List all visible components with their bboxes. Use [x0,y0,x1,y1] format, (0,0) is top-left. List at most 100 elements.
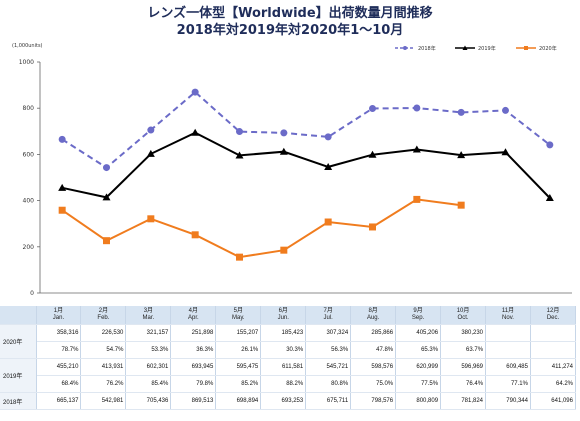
row-year-label: 2019年 [0,358,37,393]
y-tick-label: 1000 [19,59,34,66]
month-en: Aug. [366,315,380,321]
chart-subtitle: 2018年対2019年対2020年1～10月 [176,23,404,38]
value-cell: 358,316 [36,324,82,342]
month-header: 5月 May. [215,306,262,325]
legend-label: 2018年 [418,45,436,52]
percent-cell: 79.8% [170,375,217,393]
value-cell: 545,721 [305,358,352,376]
data-point [103,164,110,172]
row-year-label: 2018年 [0,392,37,410]
month-header: 8月 Aug. [350,306,397,325]
value-cell: 285,866 [350,324,397,342]
percent-cell: 80.8% [305,375,352,393]
month-header: 12月 Dec. [530,306,577,325]
chart-title: レンズ一体型【Worldwide】出荷数量月間推移 [147,6,433,21]
month-en: Feb. [97,315,110,321]
month-en: Jul. [323,315,333,321]
data-point [236,128,243,136]
data-point [280,246,288,254]
data-point [324,218,332,226]
month-jp: 6月 [278,308,288,314]
percent-cell [530,341,577,359]
row-year-label: 2020年 [0,324,37,359]
value-cell: 798,576 [350,392,397,410]
value-cell: 155,207 [215,324,262,342]
percent-cell: 76.4% [440,375,487,393]
data-point [191,128,200,136]
data-point [191,231,199,239]
value-cell: 693,253 [260,392,307,410]
month-en: Oct. [457,315,469,321]
value-cell: 251,898 [170,324,217,342]
month-jp: 12月 [546,308,560,314]
month-jp: 10月 [456,308,470,314]
month-header: 10月 Oct. [440,306,487,325]
y-tick-label: 200 [23,244,35,251]
data-point [102,193,111,201]
percent-cell: 77.5% [395,375,442,393]
data-point [324,162,333,170]
percent-cell: 64.2% [530,375,577,393]
month-en: Apr. [187,315,199,321]
month-header: 4月 Apr. [170,306,217,325]
month-en: Mar. [142,315,155,321]
table-row: 2019年 455,210 413,931 602,301 693,945 595,475… [0,358,577,393]
series-line-1 [61,131,551,199]
value-cell: 321,157 [125,324,172,342]
month-jp: 2月 [98,308,109,314]
value-cell: 595,475 [215,358,262,376]
value-cell: 413,931 [80,358,127,376]
data-point [236,253,243,261]
value-cell: 698,894 [215,392,262,410]
value-cell: 620,999 [395,358,442,376]
data-table: 1月 Jan. 2月 Feb. 3月 Mar. 4月 Apr. 5月 May. 6月 Jun. 7月 Ju… [0,306,577,410]
value-cell [485,324,531,342]
value-cell: 380,230 [440,324,487,342]
percent-cell: 77.1% [485,375,531,393]
month-en: Jun. [277,315,289,321]
month-jp: 11月 [501,308,515,314]
table-row: 68.4% 76.2% 85.4% 79.8% 85.2% 88.2% 80.8% 75.0%… [0,375,577,393]
table-row: 2020年 358,316 226,530 321,157 251,898 155,207… [0,324,577,359]
data-point [369,223,376,231]
line-chart: (1,000units) 0 200 400 600 800 1000 2018年 2019… [12,43,572,297]
percent-cell: 63.7% [440,341,487,359]
data-point [58,183,67,191]
data-point [546,141,554,149]
data-point [103,237,110,245]
percent-cell: 30.3% [260,341,307,359]
percent-cell: 26.1% [215,341,262,359]
value-cell: 411,274 [530,358,577,376]
value-cell: 226,530 [80,324,127,342]
data-point [58,135,66,143]
percent-cell: 56.3% [305,341,352,359]
value-cell: 609,485 [485,358,531,376]
data-point [191,88,199,96]
data-point [412,145,421,153]
value-cell: 405,206 [395,324,442,342]
percent-cell: 53.3% [125,341,172,359]
value-cell: 596,969 [440,358,487,376]
data-point [147,215,155,223]
percent-cell: 75.0% [350,375,397,393]
month-header: 2月 Feb. [80,306,127,325]
legend-label: 2019年 [478,45,496,52]
legend-marker [524,46,528,50]
value-cell: 542,981 [80,392,127,410]
unit-label: (1,000units) [12,43,43,49]
month-jp: 5月 [233,308,243,314]
month-header: 7月 Jul. [305,306,352,325]
percent-cell: 54.7% [80,341,127,359]
value-cell: 693,945 [170,358,217,376]
value-cell: 675,711 [305,392,352,410]
percent-cell [485,341,531,359]
value-cell: 705,436 [125,392,172,410]
value-cell: 307,324 [305,324,352,342]
value-cell: 598,576 [350,358,397,376]
data-point [235,151,244,159]
value-cell: 611,581 [260,358,307,376]
data-point [545,193,554,201]
data-point [413,195,421,203]
month-jp: 1月 [53,308,64,314]
percent-cell: 85.4% [125,375,172,393]
